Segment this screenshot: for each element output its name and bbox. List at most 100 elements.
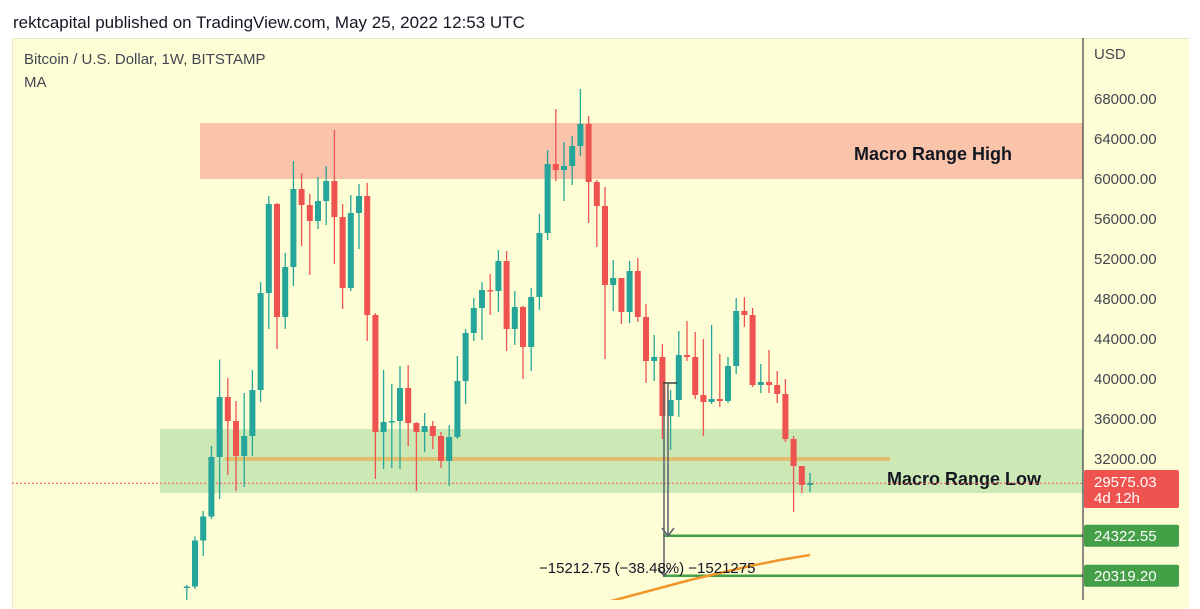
candle[interactable] [536, 214, 543, 310]
candle-countdown: 4d 12h [1094, 490, 1140, 507]
candle[interactable] [470, 298, 477, 341]
candle-body [265, 204, 272, 293]
candle[interactable] [733, 298, 740, 374]
candle[interactable] [462, 329, 469, 404]
candle[interactable] [749, 308, 756, 387]
candle[interactable] [503, 251, 510, 351]
candle[interactable] [364, 183, 371, 341]
candle[interactable] [626, 261, 633, 323]
candle[interactable] [766, 350, 772, 393]
candle[interactable] [397, 366, 403, 469]
candle-body [446, 437, 453, 461]
candle[interactable] [511, 291, 518, 345]
macro-range-high-zone[interactable] [200, 123, 1083, 179]
candle[interactable] [675, 331, 682, 417]
price-axis[interactable]: 68000.00 64000.00 60000.00 56000.00 52000.00… [1094, 91, 1157, 468]
candle[interactable] [757, 364, 764, 393]
candle[interactable] [552, 109, 559, 181]
candle[interactable] [651, 335, 658, 381]
candle-body [331, 181, 338, 217]
candle[interactable] [216, 359, 223, 500]
candle[interactable] [790, 436, 797, 512]
candle[interactable] [725, 357, 731, 403]
candle[interactable] [634, 258, 641, 322]
candle[interactable] [200, 511, 207, 556]
candle-body [774, 385, 781, 394]
candle[interactable] [306, 194, 313, 275]
candle-body [593, 182, 600, 206]
candle[interactable] [192, 536, 198, 590]
candle[interactable] [774, 371, 781, 403]
candle[interactable] [618, 278, 625, 324]
candle[interactable] [495, 250, 502, 312]
candle[interactable] [233, 401, 239, 491]
candle[interactable] [372, 313, 379, 479]
candle[interactable] [331, 130, 338, 264]
candle[interactable] [438, 432, 444, 468]
candle[interactable] [700, 339, 707, 436]
candle[interactable] [274, 203, 280, 349]
candle[interactable] [602, 187, 608, 359]
candle[interactable] [716, 354, 723, 407]
candle[interactable] [208, 446, 215, 519]
candle[interactable] [643, 304, 649, 383]
candle[interactable] [323, 166, 330, 225]
candle[interactable] [569, 136, 576, 185]
candle[interactable] [298, 173, 305, 246]
indicator-legend[interactable]: MA [24, 74, 47, 91]
candle[interactable] [798, 466, 805, 493]
candle-body [380, 422, 387, 432]
candle-body [183, 586, 190, 588]
candle-body [634, 271, 641, 317]
candle[interactable] [446, 425, 453, 486]
candle[interactable] [290, 161, 297, 286]
candle[interactable] [782, 379, 789, 442]
candle[interactable] [347, 195, 354, 291]
measure-tool[interactable]: −15212.75 (−38.48%) −1521275 [539, 382, 755, 578]
candle[interactable] [339, 204, 346, 309]
candle[interactable] [356, 184, 362, 249]
candle[interactable] [610, 260, 617, 311]
candle-body [339, 217, 346, 288]
candle[interactable] [249, 370, 256, 456]
candle[interactable] [520, 306, 526, 379]
candle-body [544, 164, 551, 233]
macro-range-low-label: Macro Range Low [887, 469, 1042, 489]
price-tick-label: 44000.00 [1094, 331, 1157, 348]
candle-body [667, 400, 674, 416]
candle[interactable] [708, 325, 715, 404]
candle[interactable] [241, 393, 248, 487]
candle[interactable] [741, 297, 748, 327]
candle[interactable] [421, 413, 428, 452]
candle[interactable] [413, 422, 420, 491]
candle[interactable] [265, 196, 272, 329]
candle[interactable] [479, 282, 485, 340]
candle-body [790, 439, 797, 466]
candle[interactable] [183, 585, 190, 600]
symbol-legend[interactable]: Bitcoin / U.S. Dollar, 1W, BITSTAMP [24, 51, 266, 68]
candle[interactable] [692, 332, 699, 399]
candle-body [233, 421, 239, 456]
candle[interactable] [528, 288, 535, 371]
candle[interactable] [585, 116, 592, 223]
candle[interactable] [807, 473, 813, 492]
candle[interactable] [405, 365, 412, 446]
candle[interactable] [577, 89, 584, 156]
candle[interactable] [282, 253, 289, 329]
candle[interactable] [454, 356, 461, 439]
candle[interactable] [487, 274, 494, 315]
candle[interactable] [429, 421, 436, 449]
candle[interactable] [544, 150, 551, 240]
candle[interactable] [257, 282, 264, 402]
candle[interactable] [684, 321, 690, 361]
candle[interactable] [593, 180, 600, 247]
candle-body [503, 261, 510, 329]
candle[interactable] [659, 344, 666, 439]
candle[interactable] [380, 370, 387, 469]
candle[interactable] [315, 177, 321, 229]
candle[interactable] [667, 390, 674, 450]
candle[interactable] [561, 142, 567, 201]
candle[interactable] [224, 378, 231, 475]
candle[interactable] [388, 384, 395, 468]
